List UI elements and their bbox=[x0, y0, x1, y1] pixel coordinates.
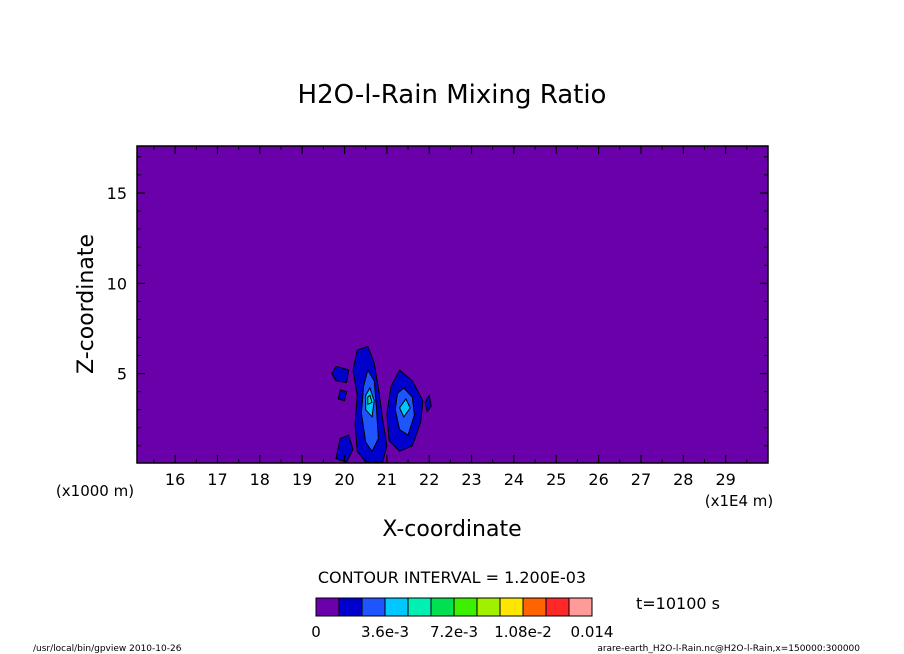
colorbar-swatch bbox=[430, 597, 455, 617]
colorbar-tick-label: 0 bbox=[311, 623, 321, 641]
x-tick-labels: 16 17 18 19 20 21 22 23 24 25 26 27 28 29 bbox=[165, 470, 736, 489]
contour-cell bbox=[399, 397, 411, 418]
x-tick-label: 17 bbox=[207, 470, 227, 489]
footer-right: arare-earth_H2O-l-Rain.nc@H2O-l-Rain,x=1… bbox=[597, 644, 860, 654]
x-tick-label: 27 bbox=[631, 470, 651, 489]
x-tick-label: 21 bbox=[377, 470, 397, 489]
plot-frame bbox=[136, 145, 769, 464]
x-tick-label: 20 bbox=[334, 470, 354, 489]
y-unit-label: (x1000 m) bbox=[56, 482, 134, 500]
contour-cell bbox=[335, 434, 354, 463]
x-tick-label: 19 bbox=[292, 470, 312, 489]
x-tick-label: 26 bbox=[588, 470, 608, 489]
colorbar-swatch bbox=[338, 597, 363, 617]
colorbar-swatch bbox=[453, 597, 478, 617]
chart-title: H2O-l-Rain Mixing Ratio bbox=[298, 80, 607, 110]
footer-left: /usr/local/bin/gpview 2010-10-26 bbox=[33, 644, 182, 654]
x-tick-label: 22 bbox=[419, 470, 439, 489]
axis-ticks bbox=[137, 146, 768, 463]
contour-cell bbox=[367, 394, 373, 406]
y-tick-label: 10 bbox=[107, 274, 127, 293]
y-tick-label: 5 bbox=[117, 365, 127, 384]
x-axis-label: X-coordinate bbox=[382, 517, 521, 542]
colorbar-tick-label: 1.08e-2 bbox=[494, 623, 552, 641]
colorbar-swatch bbox=[568, 597, 593, 617]
colorbar-swatch bbox=[522, 597, 547, 617]
x-tick-label: 18 bbox=[250, 470, 270, 489]
x-tick-label: 28 bbox=[673, 470, 693, 489]
colorbar-swatch bbox=[545, 597, 570, 617]
colorbar-tick-label: 0.014 bbox=[571, 623, 614, 641]
contour-cell bbox=[337, 389, 348, 402]
x-tick-label: 29 bbox=[715, 470, 735, 489]
contour-interval-label: CONTOUR INTERVAL = 1.200E-03 bbox=[318, 568, 586, 587]
contour-cell bbox=[331, 365, 350, 384]
x-unit-label: (x1E4 m) bbox=[705, 492, 774, 510]
y-axis-label: Z-coordinate bbox=[74, 234, 99, 374]
colorbar-swatch bbox=[315, 597, 340, 617]
plot-background bbox=[137, 146, 768, 463]
colorbar-swatch bbox=[476, 597, 501, 617]
plot-area bbox=[136, 145, 769, 464]
colorbar-swatch bbox=[407, 597, 432, 617]
x-tick-label: 23 bbox=[461, 470, 481, 489]
y-tick-label: 15 bbox=[107, 184, 127, 203]
colorbar-tick-label: 7.2e-3 bbox=[430, 623, 478, 641]
y-tick-labels: 5 10 15 bbox=[107, 184, 127, 384]
x-tick-label: 24 bbox=[504, 470, 524, 489]
colorbar-swatch bbox=[499, 597, 524, 617]
contour-cells bbox=[331, 345, 432, 463]
x-tick-label: 25 bbox=[546, 470, 566, 489]
time-label: t=10100 s bbox=[636, 594, 720, 613]
colorbar-swatch bbox=[384, 597, 409, 617]
x-tick-label: 16 bbox=[165, 470, 185, 489]
colorbar-swatch bbox=[361, 597, 386, 617]
colorbar bbox=[315, 597, 593, 617]
contour-cell bbox=[424, 393, 432, 413]
colorbar-labels: 0 3.6e-3 7.2e-3 1.08e-2 0.014 bbox=[311, 623, 613, 641]
colorbar-tick-label: 3.6e-3 bbox=[361, 623, 409, 641]
